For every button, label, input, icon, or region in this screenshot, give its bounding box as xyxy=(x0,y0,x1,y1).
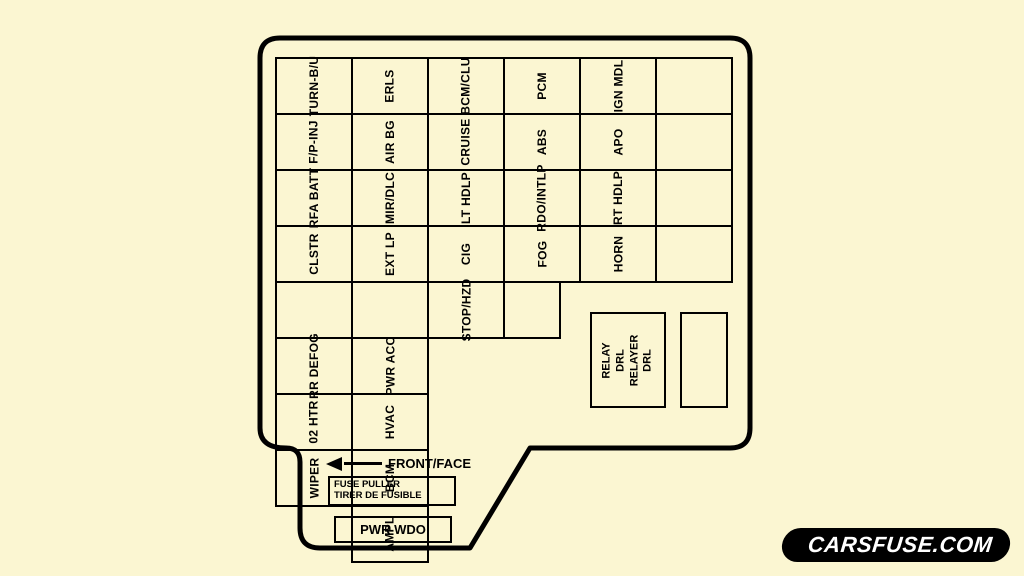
fuse-label: LT HDLP xyxy=(459,172,473,224)
fuse-lt-hdlp: LT HDLP xyxy=(427,169,505,227)
fuse-empty xyxy=(503,281,561,339)
fuse-label: BCM/CLU xyxy=(459,57,473,114)
fuse-empty xyxy=(655,225,733,283)
fuse-fog: FOG xyxy=(503,225,581,283)
fuse-label: APO xyxy=(611,129,625,156)
fuse-label: AIR BG xyxy=(383,120,397,164)
fuse-label: PWR ACC xyxy=(383,337,397,396)
fuse-row: F/P-INJ AIR BG CRUISE ABS APO xyxy=(276,114,732,170)
fuse-02-htr: 02 HTR xyxy=(275,393,353,451)
fuse-cig: CIG xyxy=(427,225,505,283)
fuse-label: TURN-B/U xyxy=(307,56,321,116)
puller-line1: FUSE PULLER xyxy=(334,479,400,490)
fuse-label: MIR/DLC xyxy=(383,172,397,224)
fuse-label: PCM xyxy=(535,72,549,100)
puller-line2: TIRER DE FUSIBLE xyxy=(334,490,422,501)
relay-line: RELAY xyxy=(601,342,613,378)
fuse-apo: APO xyxy=(579,113,657,171)
fuse-label: F/P-INJ xyxy=(307,120,321,163)
front-text: FRONT/FACE xyxy=(388,456,471,471)
fuse-cruise: CRUISE xyxy=(427,113,505,171)
fuse-label: STOP/HZD xyxy=(459,279,473,342)
fuse-air-bg: AIR BG xyxy=(351,113,429,171)
fuse-rdo-intlp: RDO/INTLP xyxy=(503,169,581,227)
fuse-row: TURN-B/U ERLS BCM/CLU PCM IGN MDL xyxy=(276,58,732,114)
fuse-empty xyxy=(351,281,429,339)
fuse-pwr-acc: PWR ACC xyxy=(351,337,429,395)
fuse-label: RFA BATT xyxy=(307,168,321,228)
pwr-wdo-label: PWR WDO xyxy=(360,522,426,537)
fuse-empty xyxy=(275,281,353,339)
fuse-empty xyxy=(655,113,733,171)
fuse-abs: ABS xyxy=(503,113,581,171)
fuse-label: ERLS xyxy=(383,69,397,102)
fuse-label: IGN MDL xyxy=(611,60,625,113)
fuse-label: 02 HTR xyxy=(307,400,321,443)
fuse-label: FOG xyxy=(535,241,549,268)
fuse-rt-hdlp: RT HDLP xyxy=(579,169,657,227)
fuse-label: CLSTR xyxy=(307,233,321,275)
relay-drl-box: RELAY DRL RELAYER DRL xyxy=(590,312,666,408)
fuse-bcm-clu: BCM/CLU xyxy=(427,57,505,115)
fuse-ign-mdl: IGN MDL xyxy=(579,57,657,115)
relay-line: DRL xyxy=(642,349,654,372)
fuse-row: CLSTR EXT LP CIG FOG HORN xyxy=(276,226,732,282)
fuse-empty xyxy=(655,57,733,115)
fuse-label: RR DEFOG xyxy=(307,333,321,399)
relay-line: DRL xyxy=(614,349,626,372)
fuse-label: CRUISE xyxy=(459,118,473,165)
fuse-label: ABS xyxy=(535,129,549,155)
fuse-label: EXT LP xyxy=(383,232,397,276)
relay-line: RELAYER xyxy=(628,334,640,386)
fuse-rfa-batt: RFA BATT xyxy=(275,169,353,227)
fuse-erls: ERLS xyxy=(351,57,429,115)
fuse-hvac: HVAC xyxy=(351,393,429,451)
arrow-left-icon xyxy=(326,457,342,471)
pwr-wdo-box: PWR WDO xyxy=(334,516,452,543)
fuse-box-frame: TURN-B/U ERLS BCM/CLU PCM IGN MDL F/P-INJ AIR … xyxy=(240,18,770,518)
watermark-text: CARSFUSE.COM xyxy=(806,532,993,557)
fuse-pcm: PCM xyxy=(503,57,581,115)
fuse-label: RT HDLP xyxy=(611,171,625,225)
watermark: CARSFUSE.COM xyxy=(780,528,1012,562)
fuse-stop-hzd: STOP/HZD xyxy=(427,281,505,339)
fuse-empty xyxy=(655,169,733,227)
fuse-label: CIG xyxy=(459,243,473,265)
fuse-row: RFA BATT MIR/DLC LT HDLP RDO/INTLP RT HDLP xyxy=(276,170,732,226)
fuse-clstr: CLSTR xyxy=(275,225,353,283)
fuse-label: HVAC xyxy=(383,405,397,439)
fuse-turn-b-u: TURN-B/U xyxy=(275,57,353,115)
fuse-puller-box: FUSE PULLER TIRER DE FUSIBLE xyxy=(328,476,456,506)
fuse-f-p-inj: F/P-INJ xyxy=(275,113,353,171)
fuse-mir-dlc: MIR/DLC xyxy=(351,169,429,227)
fuse-label: HORN xyxy=(611,236,625,273)
front-face-label: FRONT/FACE xyxy=(326,456,471,471)
arrow-shaft xyxy=(344,462,382,465)
fuse-label: WIPER xyxy=(307,458,321,499)
fuse-rr-defog: RR DEFOG xyxy=(275,337,353,395)
fuse-horn: HORN xyxy=(579,225,657,283)
blank-box xyxy=(680,312,728,408)
fuse-ext-lp: EXT LP xyxy=(351,225,429,283)
fuse-label: RDO/INTLP xyxy=(535,164,549,231)
